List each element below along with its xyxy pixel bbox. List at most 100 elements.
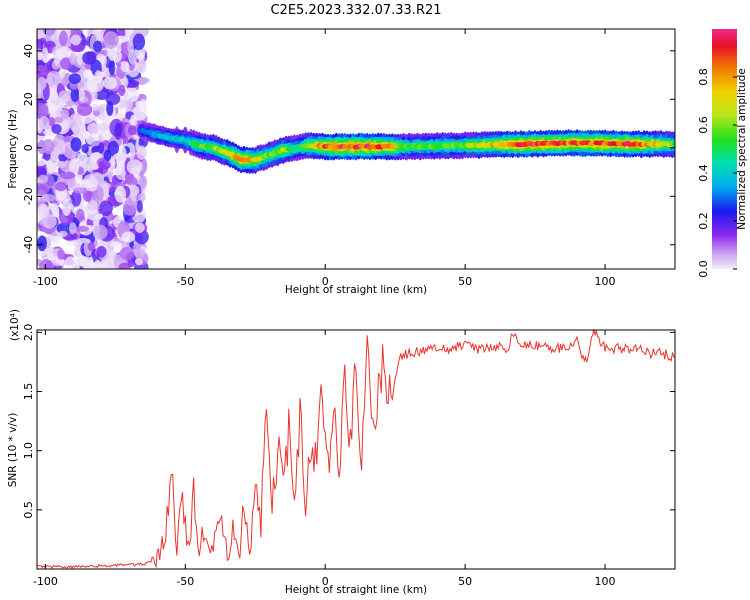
noise-blob bbox=[106, 251, 118, 261]
snr-y-label: SNR (10 * v/v) bbox=[7, 413, 19, 488]
y-tick-label: -40 bbox=[22, 236, 35, 254]
x-tick-label: -50 bbox=[176, 575, 194, 588]
noise-blob bbox=[128, 48, 137, 65]
snr-scale-label: (x10⁴) bbox=[9, 309, 21, 341]
noise-blob bbox=[70, 86, 80, 103]
noise-blob bbox=[63, 135, 71, 143]
noise-blob bbox=[89, 75, 105, 92]
noise-blob bbox=[120, 41, 130, 52]
y-tick-label: 20 bbox=[22, 92, 35, 106]
noise-blob bbox=[88, 200, 98, 212]
x-tick-label: 50 bbox=[458, 275, 472, 288]
noise-blob bbox=[82, 51, 97, 65]
noise-blob bbox=[59, 30, 68, 47]
noise-blob bbox=[60, 109, 70, 119]
noise-blob bbox=[42, 138, 55, 155]
colorbar-tick-label: 0.0 bbox=[697, 260, 710, 278]
x-tick-label: -100 bbox=[33, 575, 58, 588]
noise-blob bbox=[136, 145, 147, 160]
noise-blob bbox=[37, 64, 47, 72]
noise-region bbox=[37, 29, 151, 269]
y-tick-label: 40 bbox=[22, 44, 35, 58]
noise-blob bbox=[54, 116, 64, 124]
spectral-ridge bbox=[137, 121, 675, 174]
figure-title: C2E5.2023.332.07.33.R21 bbox=[270, 3, 441, 18]
noise-blob bbox=[37, 102, 49, 120]
noise-blob bbox=[114, 185, 127, 203]
noise-blob bbox=[59, 57, 73, 70]
snr-series bbox=[37, 330, 675, 569]
colorbar-tick-label: 0.4 bbox=[697, 164, 710, 182]
noise-blob bbox=[76, 52, 83, 66]
y-tick-label: 0.5 bbox=[22, 501, 35, 518]
x-tick-label: -100 bbox=[33, 275, 58, 288]
noise-blob bbox=[57, 46, 73, 60]
noise-blob bbox=[68, 113, 83, 132]
noise-blob bbox=[113, 152, 128, 161]
noise-blob bbox=[134, 248, 146, 259]
noise-blob bbox=[47, 117, 56, 127]
spectrogram-x-label: Height of straight line (km) bbox=[285, 284, 427, 296]
y-tick-label: 2.0 bbox=[22, 324, 35, 342]
noise-blob bbox=[39, 258, 54, 269]
noise-blob bbox=[106, 100, 114, 116]
noise-blob bbox=[121, 231, 136, 243]
noise-blob bbox=[89, 172, 105, 187]
noise-blob bbox=[119, 246, 135, 261]
noise-blob bbox=[134, 222, 145, 233]
noise-blob bbox=[118, 262, 131, 269]
noise-blob bbox=[85, 183, 98, 192]
noise-blob bbox=[96, 246, 107, 258]
noise-blob bbox=[123, 87, 140, 103]
noise-blob bbox=[134, 258, 143, 266]
noise-blob bbox=[37, 29, 45, 40]
snr-y-ticks: 0.5 1.0 1.5 2.0 bbox=[22, 324, 675, 519]
colorbar-tick-label: 0.8 bbox=[697, 68, 710, 86]
noise-blob bbox=[37, 235, 47, 252]
noise-blob bbox=[58, 90, 70, 100]
x-tick-label: 0 bbox=[322, 575, 329, 588]
spectrogram-frame bbox=[36, 28, 676, 270]
noise-blob bbox=[46, 76, 54, 84]
noise-blob bbox=[127, 125, 137, 136]
noise-blob bbox=[114, 122, 122, 140]
noise-blob bbox=[93, 40, 103, 53]
noise-blob bbox=[37, 52, 44, 60]
noise-blob bbox=[88, 162, 100, 170]
noise-blob bbox=[49, 90, 59, 101]
noise-blob bbox=[37, 76, 47, 91]
noise-blob bbox=[71, 190, 82, 207]
noise-blob bbox=[101, 182, 111, 189]
noise-blob bbox=[135, 100, 143, 108]
noise-blob bbox=[137, 193, 146, 203]
noise-blob bbox=[102, 76, 118, 90]
colorbar-tick-label: 0.6 bbox=[697, 116, 710, 134]
noise-blob bbox=[37, 37, 42, 53]
noise-blob bbox=[56, 222, 72, 235]
noise-blob bbox=[99, 200, 113, 217]
noise-blob bbox=[38, 116, 50, 130]
spectrogram-y-label: Frequency (Hz) bbox=[7, 109, 19, 188]
spectrogram-x-ticks: -100 -50 0 50 100 bbox=[33, 29, 616, 288]
noise-blob bbox=[62, 198, 72, 217]
spectrogram-y-ticks: 40 20 0 -20 -40 bbox=[22, 44, 675, 254]
noise-blob bbox=[83, 130, 91, 139]
noise-blob bbox=[68, 222, 77, 235]
noise-blob bbox=[39, 193, 56, 203]
noise-blob bbox=[68, 73, 82, 84]
noise-blob bbox=[75, 225, 90, 232]
noise-blob bbox=[98, 106, 105, 114]
noise-blob bbox=[120, 61, 130, 73]
noise-blob bbox=[122, 198, 137, 216]
noise-blob bbox=[103, 149, 112, 162]
y-tick-label: 1.5 bbox=[22, 383, 35, 401]
noise-blob bbox=[57, 140, 66, 155]
noise-blob bbox=[37, 203, 50, 219]
colorbar-tick-label: 0.2 bbox=[697, 212, 710, 230]
snr-frame bbox=[36, 329, 676, 570]
noise-blob bbox=[103, 31, 119, 49]
noise-blob bbox=[96, 186, 104, 201]
snr-x-ticks: -100 -50 0 50 100 bbox=[33, 330, 616, 588]
noise-blob bbox=[72, 187, 88, 194]
